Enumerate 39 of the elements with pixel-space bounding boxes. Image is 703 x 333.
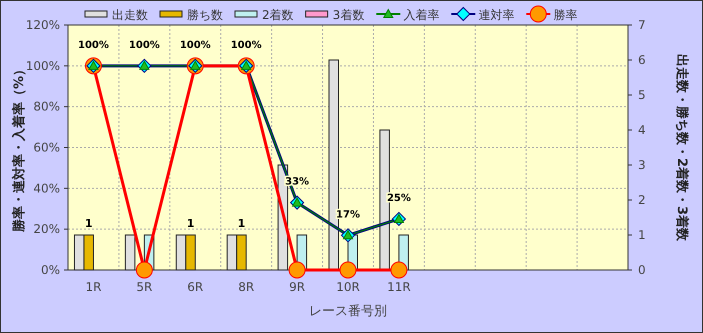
- text: 100%: [230, 40, 262, 51]
- x-tick-label: 10R: [336, 280, 360, 294]
- legend-label: 3着数: [332, 8, 364, 22]
- data-label: 1: [84, 217, 93, 230]
- x-tick-label: 1R: [85, 280, 102, 294]
- text: 100%: [180, 40, 211, 51]
- x-axis-title: レース番号別: [309, 304, 387, 319]
- legend-label: 2着数: [262, 8, 294, 22]
- y-axis-title: 勝率・連対率・入着率（%）: [11, 62, 27, 234]
- legend-label: 連対率: [478, 8, 514, 22]
- x-tick-label: 11R: [387, 280, 411, 294]
- data-label: 1: [186, 217, 194, 230]
- y2-tick-label: 3: [638, 158, 646, 172]
- y2-tick-label: 2: [638, 193, 646, 207]
- text: 100%: [128, 40, 160, 51]
- y2-tick-label: 4: [638, 123, 646, 137]
- legend-label: 勝ち数: [187, 8, 223, 22]
- y-tick-label: 40%: [33, 181, 60, 196]
- y-tick-label: 80%: [33, 100, 60, 114]
- x-tick-label: 6R: [187, 280, 204, 294]
- y2-tick-label: 1: [638, 228, 646, 242]
- legend-label: 勝率: [553, 8, 578, 22]
- y2-tick-label: 0: [638, 263, 646, 277]
- y-tick-label: 60%: [33, 140, 60, 154]
- x-tick-label: 8R: [238, 280, 254, 294]
- y2-axis-title: 出走数・勝ち数・2着数・3着数: [674, 54, 690, 242]
- data-label: 1: [238, 217, 246, 230]
- y-tick-label: 0%: [40, 263, 60, 277]
- legend-label: 入着率: [403, 8, 440, 22]
- y-tick-label: 20%: [33, 222, 60, 236]
- y2-tick-label: 7: [638, 18, 646, 32]
- y-tick-label: 120%: [26, 18, 60, 32]
- y2-tick-label: 5: [638, 88, 646, 102]
- legend-label: 出走数: [112, 8, 148, 22]
- x-tick-label: 5R: [136, 280, 152, 294]
- x-tick-label: 9R: [289, 280, 306, 294]
- text: 100%: [78, 40, 109, 51]
- y-tick-label: 100%: [26, 58, 60, 73]
- y2-tick-label: 6: [638, 53, 646, 67]
